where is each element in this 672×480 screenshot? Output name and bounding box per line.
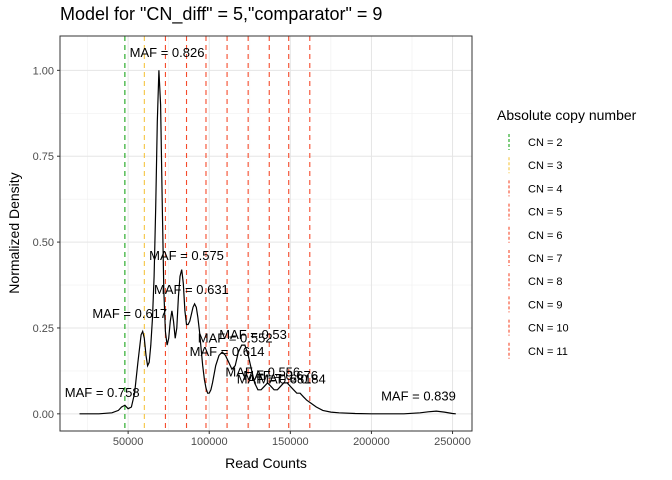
x-tick-label: 200000: [353, 436, 390, 448]
x-tick-label: 100000: [191, 436, 228, 448]
legend-label: CN = 7: [528, 253, 563, 265]
legend: Absolute copy number CN = 2 CN = 3 CN = 4 C…: [497, 107, 637, 359]
maf-annotation: MAF = 0.826: [130, 45, 205, 60]
density-line: [79, 70, 456, 415]
legend-label: CN = 11: [528, 346, 568, 358]
maf-annotation: MAF = 0.676: [243, 368, 318, 383]
plot-panel: [60, 36, 472, 431]
legend-label: CN = 5: [528, 207, 563, 219]
maf-annotation: MAF = 0.552: [198, 330, 273, 345]
legend-label: CN = 9: [528, 299, 563, 311]
legend-label: CN = 8: [528, 276, 563, 288]
annotation-layer: MAF = 0.826 MAF = 0.575 MAF = 0.631 MAF = 0…: [65, 45, 456, 403]
legend-label: CN = 6: [528, 230, 563, 242]
maf-annotation: MAF = 0.681: [237, 371, 312, 386]
y-tick-label: 0.50: [33, 237, 54, 249]
maf-annotation: MAF = 0.575: [149, 248, 224, 263]
y-tick-label: 0.75: [33, 151, 54, 163]
legend-label: CN = 3: [528, 160, 563, 172]
maf-annotation: MAF = 0.617: [92, 306, 167, 321]
maf-annotation: MAF = 0.839: [381, 389, 456, 404]
x-tick-label: 150000: [272, 436, 309, 448]
x-tick-label: 250000: [434, 436, 471, 448]
maf-annotation: MAF = 0.758: [65, 385, 140, 400]
maf-annotation: MAF = 0.84: [258, 371, 326, 386]
y-tick-label: 0.25: [33, 323, 54, 335]
maf-annotation: MAF = 0.614: [190, 344, 265, 359]
cn-lines-layer: [124, 36, 311, 431]
series-layer: [79, 70, 456, 415]
legend-label: CN = 4: [528, 183, 563, 195]
chart-title: Model for "CN_diff" = 5,"comparator" = 9: [60, 4, 383, 24]
x-axis: 50000 100000 150000 200000 250000: [113, 431, 471, 448]
maf-annotation: MAF = 0.631: [154, 282, 229, 297]
maf-annotation: MAF = 0.53: [219, 327, 287, 342]
y-tick-label: 0.00: [33, 409, 54, 421]
legend-title: Absolute copy number: [497, 107, 637, 123]
legend-label: CN = 2: [528, 137, 563, 149]
maf-annotation: MAF = 0.556: [225, 365, 300, 380]
x-tick-label: 50000: [113, 436, 144, 448]
y-tick-label: 1.00: [33, 65, 54, 77]
legend-label: CN = 10: [528, 323, 569, 335]
plot-border: [59, 35, 473, 432]
grid-layer: [60, 36, 472, 431]
x-axis-title: Read Counts: [225, 455, 307, 471]
y-axis: 0.00 0.25 0.50 0.75 1.00: [33, 65, 60, 421]
y-axis-title: Normalized Density: [6, 172, 22, 293]
